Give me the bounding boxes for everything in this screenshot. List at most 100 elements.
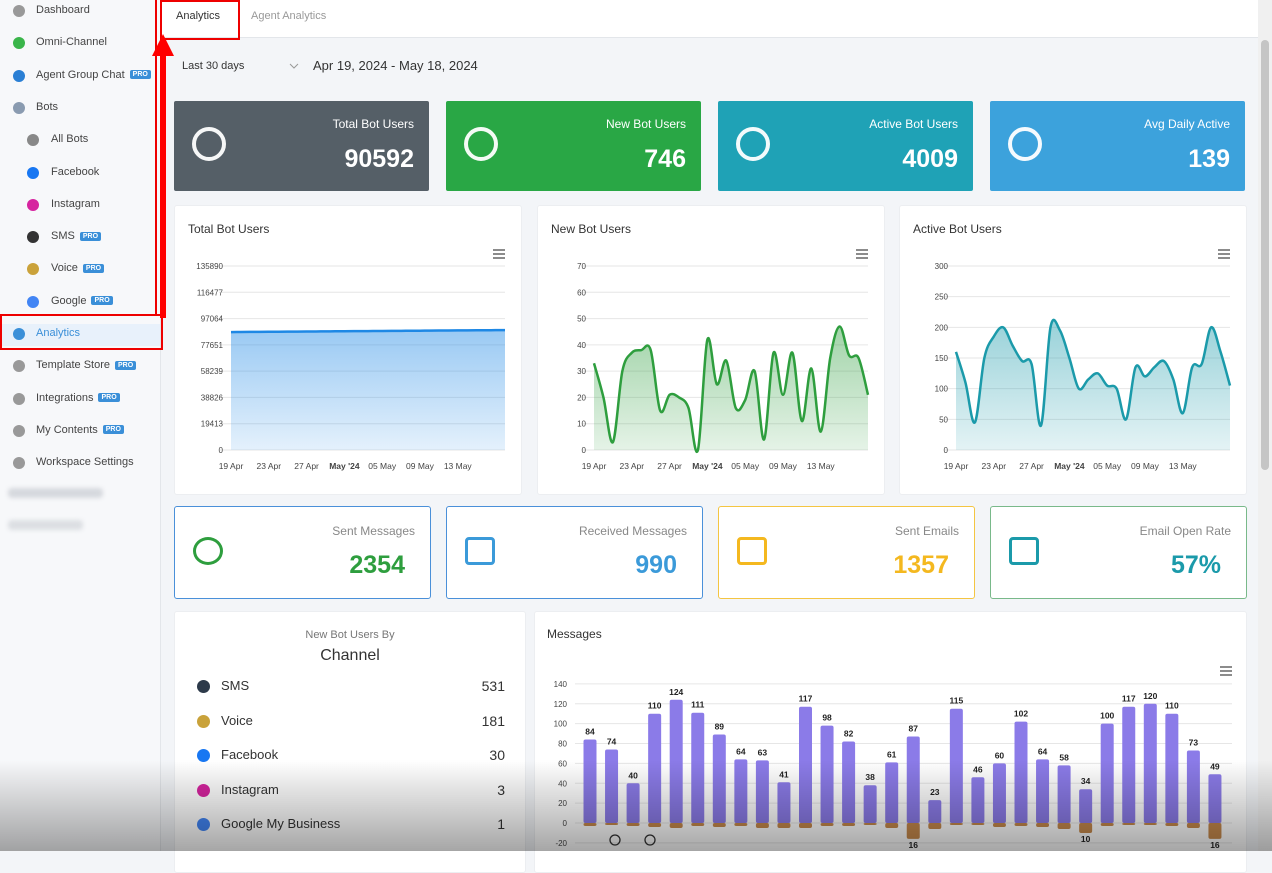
bar [1208, 823, 1222, 839]
label: Instagram [51, 197, 100, 210]
nav-icon [27, 231, 39, 244]
y-tick-label: 250 [935, 293, 949, 302]
y-tick-label: 135890 [196, 262, 223, 271]
nav-item[interactable]: Analytics [0, 324, 160, 346]
tab[interactable]: Analytics [176, 10, 221, 22]
nav-icon [27, 134, 39, 147]
label: Google [51, 294, 87, 307]
date-range[interactable]: Apr 19, 2024 - May 18, 2024 [313, 58, 478, 73]
label: Template Store [36, 359, 110, 372]
nav-item[interactable]: Dashboard [0, 1, 160, 23]
bar [1036, 759, 1050, 823]
zoom-button[interactable] [644, 834, 656, 846]
nav-icon [13, 37, 25, 50]
value-label: 100 [1100, 711, 1114, 721]
x-tick-label: 05 May [1093, 461, 1122, 471]
nav-item[interactable]: Bots [0, 98, 160, 120]
channel-name: Google My Business [221, 816, 341, 831]
period-select[interactable]: Last 30 days [182, 60, 245, 72]
line [954, 318, 1232, 427]
zoom-button[interactable] [609, 834, 621, 846]
nav-item[interactable]: Template Store PRO [0, 356, 160, 378]
bar [712, 823, 726, 827]
nav-icon [13, 360, 25, 373]
nav-item[interactable]: Google PRO [0, 292, 160, 314]
nav-item[interactable]: Omni-Channel [0, 33, 160, 55]
label: Omni-Channel [36, 36, 107, 49]
nav-icon [13, 392, 25, 405]
nav-item[interactable]: All Bots [0, 130, 160, 152]
message-card: Sent Emails 1357 [718, 506, 975, 599]
nav-item[interactable]: Agent Group Chat PRO [0, 66, 160, 88]
nav-label: Dashboard [36, 4, 90, 16]
value-label: 23 [930, 787, 940, 797]
x-tick-label: May '24 [692, 461, 723, 471]
nav-item[interactable]: Workspace Settings [0, 453, 160, 475]
x-tick-label: 27 Apr [657, 461, 682, 471]
bar [928, 823, 942, 829]
nav-item[interactable]: Voice PRO [0, 259, 160, 281]
value-label: 46 [973, 764, 983, 774]
y-tick-label: 50 [939, 415, 948, 424]
nav-item[interactable]: Integrations PRO [0, 389, 160, 411]
bar [842, 823, 856, 826]
nav-label: Google PRO [51, 295, 113, 307]
bar [1165, 823, 1179, 826]
y-tick-label: 10 [577, 420, 586, 429]
y-tick-label: 200 [935, 323, 949, 332]
highlight-box [0, 314, 163, 350]
y-tick-label: 0 [944, 446, 949, 455]
bar [605, 823, 619, 825]
nav-icon [13, 424, 25, 437]
bar [863, 785, 877, 823]
nav-item[interactable]: SMS PRO [0, 227, 160, 249]
message-card: Sent Messages 2354 [174, 506, 431, 599]
stat-label: Total Bot Users [332, 117, 414, 131]
pro-badge: PRO [114, 360, 137, 370]
bar [949, 823, 963, 825]
y-tick-label: 116477 [197, 288, 224, 297]
bar [626, 783, 640, 823]
bar [949, 708, 963, 823]
nav-item[interactable]: Facebook [0, 163, 160, 185]
channel-icon [197, 749, 210, 762]
channel-count: 1 [497, 816, 505, 832]
stat-label: New Bot Users [605, 117, 686, 131]
label: All Bots [51, 133, 89, 146]
y-tick-label: 77651 [201, 341, 224, 350]
bar [1057, 765, 1071, 823]
pro-badge: PRO [82, 263, 105, 273]
nav-icon [13, 5, 25, 17]
bar [863, 823, 877, 825]
stat-card: Active Bot Users 4009 [718, 101, 973, 191]
value-label: 110 [648, 701, 662, 711]
nav-item[interactable]: My Contents PRO [0, 421, 160, 443]
value-label: 40 [628, 770, 638, 780]
label: SMS [51, 230, 75, 243]
channel-panel: New Bot Users By Channel SMS 531 Voice 181 F… [174, 611, 526, 873]
channel-subtitle: Channel [320, 647, 380, 664]
nav-item[interactable]: Instagram [0, 195, 160, 217]
tab-bar: Analytics Agent Analytics [160, 0, 1258, 38]
bar [755, 760, 769, 823]
y-tick-label: 30 [577, 367, 586, 376]
nav-label: Bots [36, 101, 58, 113]
tab[interactable]: Agent Analytics [251, 10, 327, 22]
bar [712, 734, 726, 823]
y-tick-label: 100 [935, 385, 949, 394]
message-value: 2354 [349, 551, 405, 579]
value-label: 87 [909, 724, 919, 734]
bar [691, 712, 705, 823]
y-tick-label: 150 [935, 354, 949, 363]
nav-icon [13, 457, 25, 470]
stat-icon [464, 127, 498, 161]
bar [734, 759, 748, 823]
bar [1079, 823, 1093, 833]
bar [648, 713, 662, 823]
bar [842, 741, 856, 823]
y-tick-label: 40 [558, 779, 567, 788]
label: Facebook [51, 165, 100, 178]
area [956, 319, 1230, 450]
nav-label: All Bots [51, 133, 88, 145]
